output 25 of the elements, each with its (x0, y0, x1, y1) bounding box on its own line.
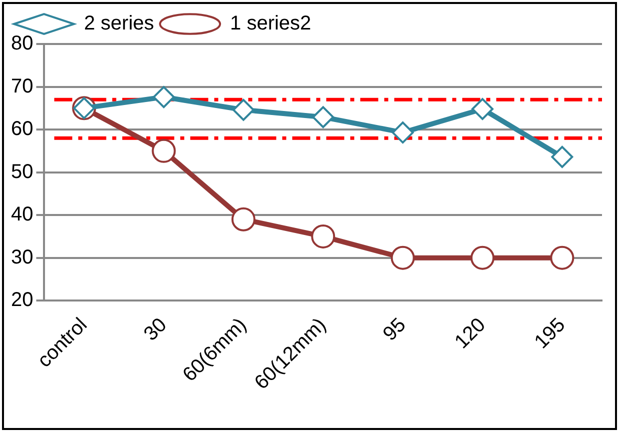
point (390, 246, 415, 270)
point (312, 106, 334, 128)
y-tick-label: 70 (10, 75, 34, 98)
y-tick-label: 60 (10, 118, 34, 140)
point (470, 246, 494, 270)
point (551, 146, 574, 168)
x-tick-label: 30 (140, 314, 172, 346)
point (471, 98, 494, 120)
x-tick-label: 120 (450, 314, 490, 354)
y-tick-label: 20 (10, 289, 34, 312)
y-tick-label: 30 (10, 246, 34, 268)
point (152, 138, 176, 163)
point (392, 122, 414, 144)
point (231, 207, 256, 232)
legend-label: 1 series2 (230, 12, 312, 35)
y-tick-label: 80 (10, 32, 34, 55)
point (550, 246, 574, 270)
legend-label: 2 series (84, 12, 154, 35)
point (152, 86, 175, 108)
y-tick-label: 40 (10, 204, 34, 226)
x-tick-label: 195 (530, 314, 570, 354)
y-tick-label: 50 (10, 160, 34, 183)
point (232, 98, 254, 121)
point (311, 224, 336, 248)
x-tick-label: 95 (378, 314, 410, 346)
